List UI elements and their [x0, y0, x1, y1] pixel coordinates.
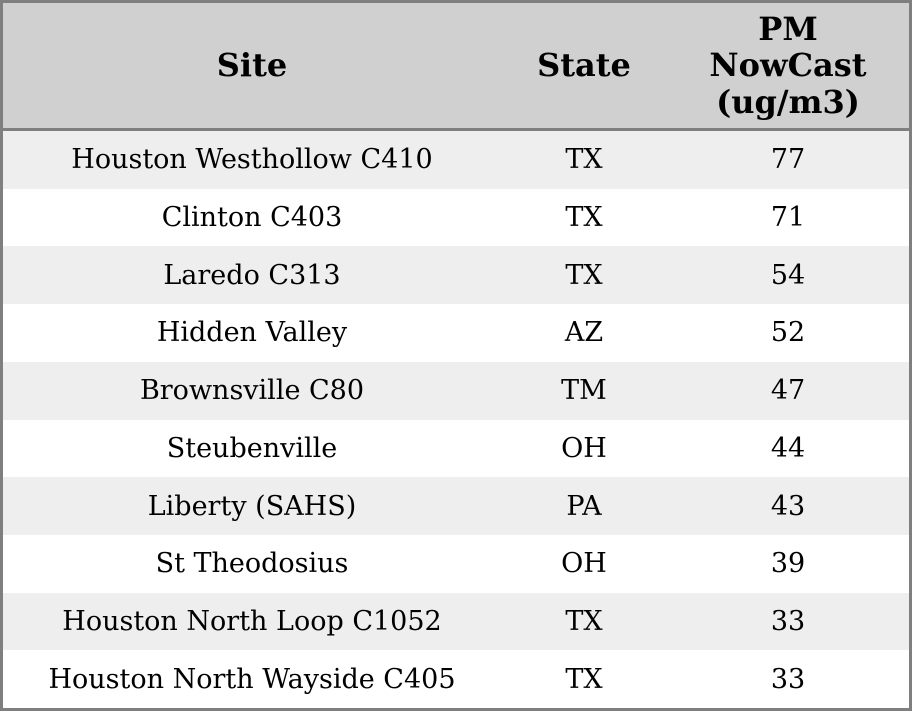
site-cell: Liberty (SAHS)	[147, 490, 357, 522]
state-cell: OH	[561, 432, 607, 464]
state-cell: TX	[565, 144, 603, 176]
value-cell: 71	[770, 202, 806, 234]
site-cell: Hidden Valley	[156, 317, 348, 349]
value-cell: 33	[770, 663, 806, 695]
header-state: State	[537, 46, 631, 85]
state-cell: TX	[565, 259, 603, 291]
value-cell: 47	[770, 375, 806, 407]
value-cell: 52	[770, 317, 806, 349]
header-pm-nowcast: PM NowCast (ug/m3)	[667, 10, 909, 121]
site-cell: Houston Westhollow C410	[71, 144, 433, 176]
state-cell: TX	[565, 663, 603, 695]
table-row: Houston Westhollow C410 TX 77	[3, 131, 909, 189]
state-cell: TM	[561, 375, 607, 407]
header-pm-line-2: NowCast	[709, 46, 867, 85]
value-cell: 43	[770, 490, 806, 522]
table-header-row: Site State PM NowCast (ug/m3)	[3, 3, 909, 131]
table-row: Clinton C403 TX 71	[3, 188, 909, 247]
table-row: Houston North Loop C1052 TX 33	[3, 592, 909, 651]
value-cell: 44	[770, 432, 806, 464]
table-row: Laredo C313 TX 54	[3, 246, 909, 305]
value-cell: 54	[770, 259, 806, 291]
site-cell: Houston North Wayside C405	[48, 663, 456, 695]
state-cell: PA	[566, 490, 602, 522]
site-cell: Steubenville	[166, 432, 338, 464]
table-row: St Theodosius OH 39	[3, 534, 909, 593]
header-site: Site	[216, 46, 288, 85]
site-cell: Laredo C313	[163, 259, 341, 291]
table-row: Hidden Valley AZ 52	[3, 304, 909, 362]
value-cell: 77	[770, 144, 806, 176]
site-cell: St Theodosius	[155, 548, 349, 580]
state-cell: TX	[565, 605, 603, 637]
table-row: Liberty (SAHS) PA 43	[3, 477, 909, 535]
site-cell: Houston North Loop C1052	[62, 605, 442, 637]
state-cell: TX	[565, 202, 603, 234]
value-cell: 33	[770, 605, 806, 637]
site-cell: Clinton C403	[161, 202, 343, 234]
value-cell: 39	[770, 548, 806, 580]
table-row: Brownsville C80 TM 47	[3, 361, 909, 420]
table-row: Houston North Wayside C405 TX 33	[3, 650, 909, 709]
table-row: Steubenville OH 44	[3, 419, 909, 478]
site-cell: Brownsville C80	[139, 375, 365, 407]
state-cell: OH	[561, 548, 607, 580]
table-body: Houston Westhollow C410 TX 77 Clinton C4…	[3, 131, 909, 709]
state-cell: AZ	[564, 317, 604, 349]
header-pm-line-3: (ug/m3)	[716, 82, 860, 121]
header-pm-line-1: PM	[758, 10, 818, 49]
